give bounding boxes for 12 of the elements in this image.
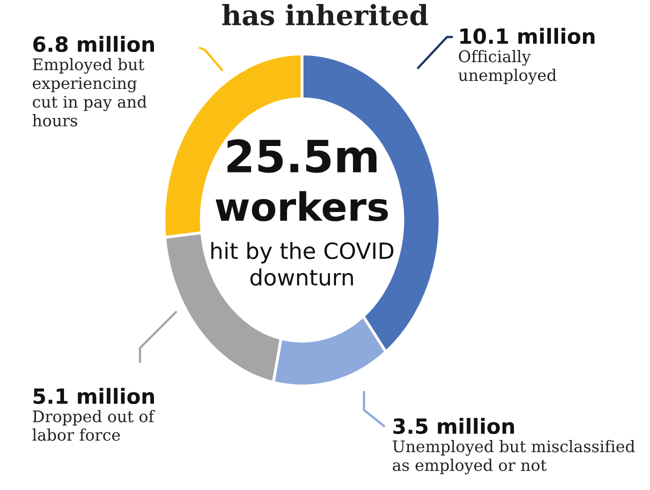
data-label: 3.5 million (393, 418, 514, 434)
slice-label: Unemployed but misclassified as employed or not (392, 440, 635, 474)
text: workers (216, 191, 388, 222)
data-label: 6.8 million (33, 36, 154, 52)
slice-label: Officially unemployed (458, 50, 556, 84)
data-label: 10.1 million (460, 28, 594, 44)
slice-label: Employed but experiencing cut in pay and hours (32, 58, 147, 127)
text: 25.5m (228, 139, 376, 173)
data-label: 5.1 million (34, 388, 154, 404)
text: hit by the COVID downturn (211, 242, 394, 286)
chart-title: has inherited (222, 4, 428, 26)
slice-label: Dropped out of labor force (32, 410, 156, 441)
